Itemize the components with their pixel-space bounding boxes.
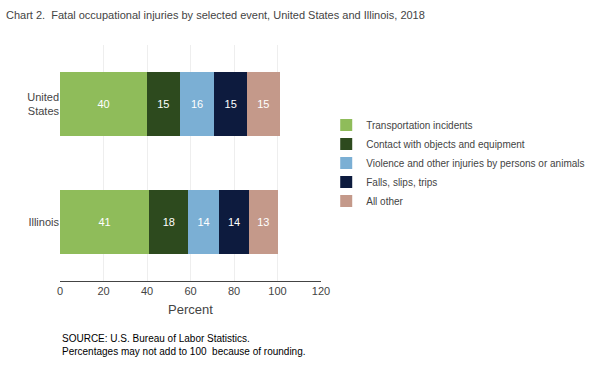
svg-text:41: 41 [98, 216, 110, 228]
svg-text:Percent: Percent [168, 302, 213, 317]
svg-text:100: 100 [268, 285, 286, 297]
svg-text:0: 0 [57, 285, 63, 297]
svg-text:SOURCE: U.S. Bureau of Labor S: SOURCE: U.S. Bureau of Labor Statistics.… [62, 333, 306, 357]
svg-text:18: 18 [163, 216, 175, 228]
svg-text:All other: All other [366, 196, 403, 207]
svg-text:15: 15 [257, 98, 269, 110]
svg-text:Violence and other injuries by: Violence and other injuries by persons o… [366, 158, 584, 169]
svg-text:Contact with objects and equip: Contact with objects and equipment [366, 139, 525, 150]
svg-text:16: 16 [191, 98, 203, 110]
svg-text:40: 40 [141, 285, 153, 297]
svg-text:14: 14 [197, 216, 209, 228]
svg-text:Illinois: Illinois [28, 216, 59, 228]
svg-text:15: 15 [157, 98, 169, 110]
svg-text:120: 120 [312, 285, 330, 297]
svg-text:13: 13 [257, 216, 269, 228]
svg-text:40: 40 [97, 98, 109, 110]
svg-text:Transportation incidents: Transportation incidents [366, 120, 472, 131]
svg-text:UnitedStates: UnitedStates [27, 91, 59, 117]
svg-text:Chart 2. Fatal occupational i: Chart 2. Fatal occupational injuries by … [6, 9, 425, 21]
svg-text:Falls, slips, trips: Falls, slips, trips [366, 177, 437, 188]
svg-text:15: 15 [225, 98, 237, 110]
svg-text:60: 60 [184, 285, 196, 297]
svg-text:20: 20 [97, 285, 109, 297]
svg-text:80: 80 [228, 285, 240, 297]
svg-text:14: 14 [228, 216, 240, 228]
